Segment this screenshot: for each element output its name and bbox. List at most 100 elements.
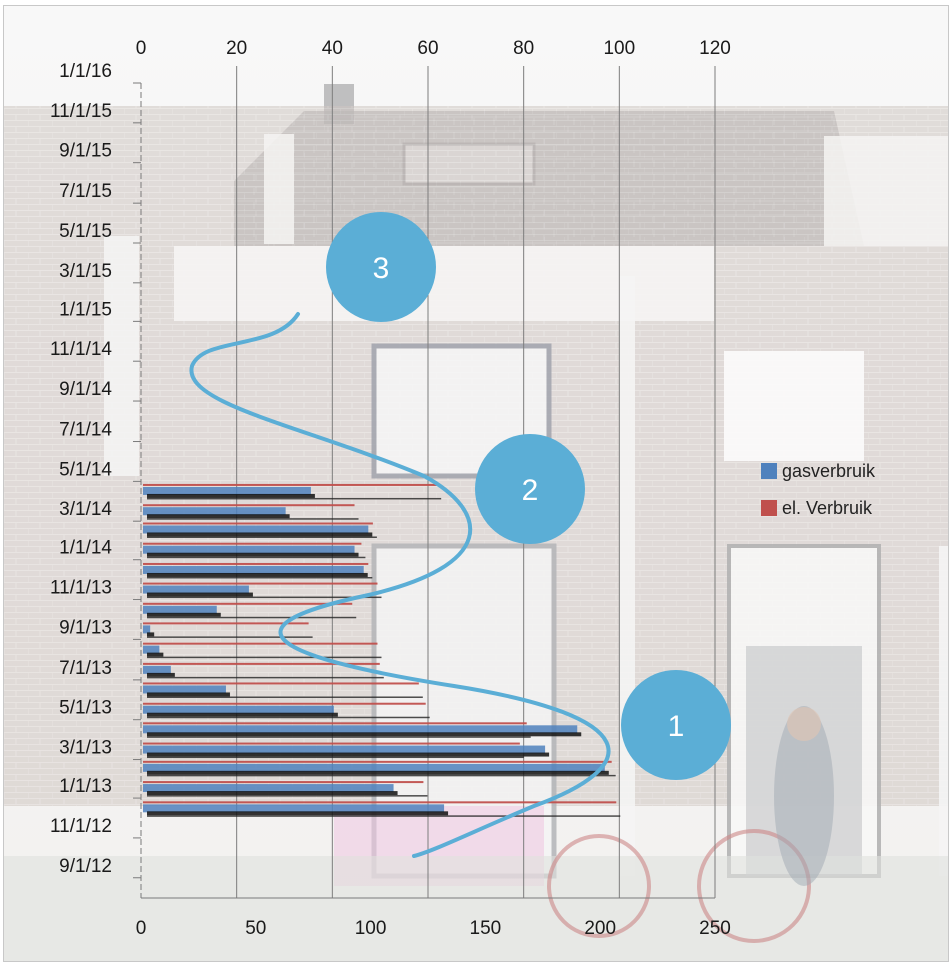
bar-gasverbruik-shadow [147, 732, 582, 737]
bar-gasverbruik-shadow [147, 572, 368, 577]
top-tick-label: 100 [603, 38, 635, 59]
legend-label-gas: gasverbruik [782, 461, 876, 481]
bar-el-verbruik [143, 504, 355, 507]
date-tick-label: 9/1/12 [59, 856, 112, 877]
date-tick-label: 5/1/14 [59, 459, 112, 480]
bar-gasverbruik [143, 725, 578, 734]
bar-el-verbruik [143, 781, 424, 784]
date-tick-label: 7/1/14 [59, 420, 112, 441]
date-tick-label: 1/1/16 [59, 61, 112, 82]
bar-el-verbruik-shadow [147, 596, 382, 599]
bar-el-verbruik [143, 483, 438, 486]
bar-el-verbruik-shadow [147, 736, 531, 738]
bottom-tick-label: 0 [136, 918, 147, 939]
bar-gasverbruik-shadow [147, 632, 155, 637]
date-tick-label: 11/1/13 [50, 578, 112, 599]
bar-el-verbruik-shadow [147, 815, 621, 817]
bar-gasverbruik [143, 763, 605, 772]
top-tick-label: 120 [699, 38, 731, 59]
callout-3-label: 3 [373, 252, 390, 285]
bar-el-verbruik [143, 702, 426, 705]
callout-1-label: 1 [668, 710, 685, 743]
bottom-tick-label: 200 [584, 918, 616, 939]
top-tick-label: 20 [226, 38, 247, 59]
legend: gasverbruik el. Verbruik [761, 461, 876, 518]
date-tick-label: 3/1/13 [59, 738, 112, 759]
bottom-tick-label: 50 [245, 918, 266, 939]
axis-lines [140, 83, 715, 899]
bar-gasverbruik-shadow [147, 652, 164, 657]
date-axis-ticks: 1/1/16 11/1/15 9/1/15 7/1/15 5/1/15 3/1/15 1/1… [50, 61, 141, 879]
legend-label-el: el. Verbruik [782, 498, 873, 518]
bar-el-verbruik-shadow [147, 636, 313, 638]
bar-gasverbruik-shadow [147, 712, 338, 717]
bar-el-verbruik-shadow [147, 676, 384, 679]
bar-el-verbruik [143, 542, 362, 545]
bar-gasverbruik-shadow [147, 811, 449, 816]
bar-gasverbruik [143, 685, 226, 694]
bar-el-verbruik-shadow [147, 756, 524, 759]
date-tick-label: 9/1/14 [59, 379, 112, 400]
bar-el-verbruik [143, 642, 378, 645]
date-tick-label: 1/1/13 [59, 776, 112, 797]
date-tick-label: 5/1/15 [59, 221, 112, 242]
bar-gasverbruik-shadow [147, 770, 609, 775]
bar-gasverbruik [143, 625, 151, 634]
date-tick-label: 3/1/14 [59, 499, 112, 520]
bar-gasverbruik-shadow [147, 612, 221, 617]
bars [143, 483, 621, 817]
bar-el-verbruik-shadow [147, 556, 366, 559]
date-tick-label: 7/1/15 [59, 181, 112, 202]
legend-swatch-gas [761, 463, 777, 479]
top-tick-label: 40 [322, 38, 343, 59]
bar-gasverbruik-shadow [147, 514, 290, 519]
bar-gasverbruik-shadow [147, 493, 315, 498]
top-tick-label: 80 [513, 38, 534, 59]
top-tick-label: 60 [417, 38, 438, 59]
bar-gasverbruik-shadow [147, 672, 175, 677]
date-tick-label: 9/1/15 [59, 141, 112, 162]
date-tick-label: 5/1/13 [59, 698, 112, 719]
callout-1: 1 [621, 670, 731, 780]
bar-gasverbruik [143, 605, 217, 614]
bar-gasverbruik-shadow [147, 592, 253, 597]
bar-gasverbruik-shadow [147, 791, 398, 796]
bar-el-verbruik [143, 760, 612, 763]
date-tick-label: 11/1/15 [50, 101, 112, 122]
bar-el-verbruik-shadow [147, 795, 428, 797]
top-axis-ticks: 0 20 40 60 80 100 120 [136, 38, 731, 59]
bar-el-verbruik-shadow [147, 497, 442, 500]
bar-el-verbruik [143, 602, 353, 605]
callout-3: 3 [326, 212, 436, 322]
bar-gasverbruik-shadow [147, 692, 230, 697]
bar-el-verbruik [143, 562, 369, 565]
bar-gasverbruik [143, 585, 249, 594]
bar-el-verbruik-shadow [147, 656, 382, 659]
bar-el-verbruik-shadow [147, 616, 357, 619]
bar-gasverbruik [143, 507, 286, 516]
bar-el-verbruik-shadow [147, 576, 373, 579]
date-tick-label: 3/1/15 [59, 261, 112, 282]
bar-el-verbruik [143, 582, 378, 585]
bar-gasverbruik [143, 565, 364, 574]
bar-gasverbruik [143, 804, 445, 813]
bar-gasverbruik-shadow [147, 752, 550, 757]
bar-gasverbruik [143, 745, 546, 754]
chart-svg: 0 20 40 60 80 100 120 0 50 100 150 200 250 1/1/1611… [4, 6, 948, 961]
bar-gasverbruik [143, 545, 355, 554]
bar-el-verbruik-shadow [147, 774, 616, 777]
date-tick-label: 1/1/14 [59, 538, 112, 559]
date-tick-label: 11/1/14 [50, 339, 112, 360]
bar-el-verbruik [143, 742, 520, 745]
bar-gasverbruik [143, 645, 160, 654]
date-tick-label: 11/1/12 [50, 816, 112, 837]
bar-el-verbruik [143, 662, 380, 665]
bar-gasverbruik [143, 705, 334, 714]
bar-gasverbruik [143, 486, 311, 495]
date-tick-label: 1/1/15 [59, 299, 112, 320]
bar-gasverbruik-shadow [147, 552, 359, 557]
bar-el-verbruik [143, 682, 419, 685]
bar-gasverbruik [143, 665, 171, 674]
bar-el-verbruik-shadow [147, 518, 359, 520]
date-tick-label: 9/1/13 [59, 617, 112, 638]
